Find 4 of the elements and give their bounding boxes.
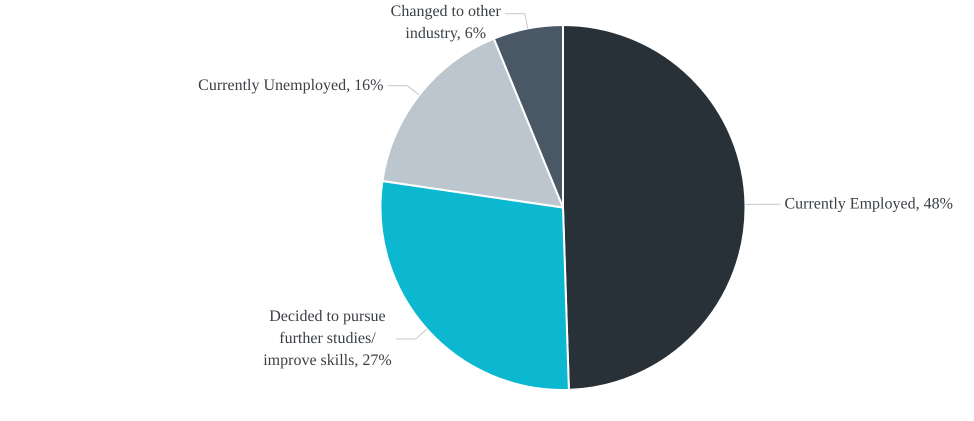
- slice-label: Decided to pursue further studies/ improve skills, 27%: [263, 308, 392, 370]
- slice-label: Changed to other industry, 6%: [390, 3, 502, 42]
- slice-label: Currently Unemployed, 16%: [198, 77, 384, 94]
- slice-label: Currently Employed, 48%: [784, 196, 953, 213]
